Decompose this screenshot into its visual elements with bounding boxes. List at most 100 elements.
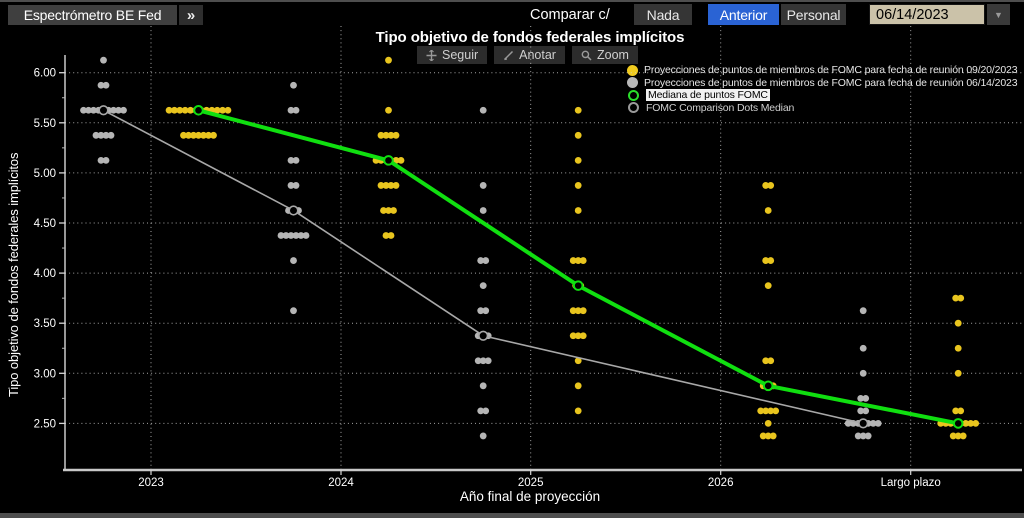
fomc-dot: [772, 407, 780, 415]
fomc-dot: [574, 257, 582, 264]
bottom-scrollbar-strip[interactable]: [0, 513, 1024, 518]
x-tick-label: Largo plazo: [881, 477, 941, 489]
fomc-dot: [292, 156, 300, 164]
fomc-dot: [857, 407, 865, 415]
fomc-dot: [767, 257, 775, 264]
fomc-dot: [377, 182, 385, 189]
fomc-dot: [952, 407, 960, 415]
fomc-dot: [479, 382, 487, 390]
magnifier-icon: [581, 50, 592, 61]
fomc-dot: [277, 232, 285, 239]
zoom-button[interactable]: Zoom: [571, 46, 638, 64]
annotate-button[interactable]: Anotar: [494, 46, 565, 64]
fomc-dot: [762, 407, 770, 415]
fomc-dot: [859, 369, 867, 377]
fomc-dot: [97, 81, 105, 89]
annotate-pencil-icon: [503, 50, 514, 61]
fomc-dot: [382, 232, 390, 239]
fomc-dot: [97, 131, 105, 139]
compare-option-nada[interactable]: Nada: [634, 4, 692, 25]
fomc-dot: [120, 106, 127, 114]
fomc-dot: [115, 106, 122, 114]
y-tick-label: 4.00: [34, 268, 56, 280]
fomc-dot: [574, 131, 582, 139]
fomc-dot: [767, 357, 775, 365]
fomc-dot: [574, 357, 582, 365]
fomc-dot: [477, 307, 485, 315]
fomc-dot: [387, 232, 395, 239]
gray-dot-icon: [627, 77, 638, 89]
fomc-dot: [479, 182, 487, 189]
median-open-circle: [858, 418, 869, 429]
median-open-circle: [288, 205, 299, 216]
fomc-dot: [377, 131, 385, 139]
fomc-dot: [380, 207, 387, 214]
fomc-dot: [482, 407, 490, 415]
legend-item-projections-0614[interactable]: Proyecciones de puntos de miembros de FO…: [627, 77, 1018, 90]
fomc-dot: [859, 432, 867, 440]
y-axis-title: Tipo objetivo de fondos federales implíc…: [6, 152, 21, 398]
legend-label: Proyecciones de puntos de miembros de FO…: [644, 64, 1018, 77]
fomc-dot: [764, 282, 772, 290]
fomc-dot: [479, 207, 487, 214]
compare-option-anterior[interactable]: Anterior: [708, 4, 779, 25]
chart-toolbar: Seguir Anotar Zoom: [417, 46, 638, 64]
fomc-dot: [764, 420, 772, 427]
fomc-dot: [479, 357, 487, 365]
compare-option-personal[interactable]: Personal: [781, 4, 846, 25]
legend-item-fomc-median[interactable]: Mediana de puntos FOMC: [627, 89, 1017, 102]
fomc-dot: [574, 382, 582, 390]
fomc-dot: [874, 420, 882, 427]
legend-label-highlighted: Mediana de puntos FOMC: [646, 89, 770, 102]
fomc-dot: [579, 257, 587, 264]
fomc-dot: [862, 407, 870, 415]
fomc-dot: [972, 420, 980, 427]
fomc-dot: [90, 106, 97, 114]
y-tick-label: 3.00: [34, 368, 56, 380]
fomc-dot: [100, 56, 107, 64]
chart-title: Tipo objetivo de fondos federales implíc…: [375, 29, 685, 46]
fomc-dot: [764, 207, 772, 214]
y-tick-label: 5.50: [34, 118, 56, 130]
fomc-dot: [292, 182, 300, 189]
fomc-dot: [102, 131, 110, 139]
fomc-dot: [569, 332, 577, 340]
fomc-dot: [287, 106, 295, 114]
fomc-dot: [210, 131, 217, 139]
fomc-dot: [484, 357, 492, 365]
date-dropdown-arrow-icon[interactable]: ▼: [987, 4, 1010, 25]
y-tick-label: 5.00: [34, 168, 56, 180]
expand-chevrons-icon[interactable]: »: [179, 5, 203, 25]
comparison-date-input[interactable]: 06/14/2023: [869, 4, 985, 25]
y-tick-label: 2.50: [34, 418, 56, 430]
x-tick-label: 2024: [328, 477, 354, 489]
fomc-dot: [397, 156, 405, 164]
fomc-dot: [479, 106, 487, 114]
legend-item-projections-0920[interactable]: Proyecciones de puntos de miembros de FO…: [627, 64, 1018, 77]
compare-with-label: Comparar c/: [530, 7, 610, 23]
fomc-dot: [107, 131, 115, 139]
fomc-dot: [474, 357, 482, 365]
fomc-dot: [80, 106, 87, 114]
fomc-dot: [854, 432, 862, 440]
top-bar: Espectrómetro BE Fed » Comparar c/ Nada …: [0, 0, 1024, 27]
fomc-dot: [764, 432, 772, 440]
fomc-dot: [176, 106, 184, 114]
fomc-dot: [102, 156, 110, 164]
tab-espectrometro-be-fed[interactable]: Espectrómetro BE Fed: [8, 5, 177, 25]
track-button[interactable]: Seguir: [417, 46, 488, 64]
zoom-button-label: Zoom: [596, 48, 629, 62]
median-open-circle: [952, 418, 964, 429]
green-ring-icon: [628, 89, 639, 101]
legend-item-comparison-median[interactable]: FOMC Comparison Dots Median: [627, 102, 1017, 115]
median-open-circle: [478, 330, 489, 341]
fomc-dot: [949, 432, 957, 440]
fomc-dot: [862, 394, 870, 402]
median-open-circle: [762, 380, 774, 392]
fomc-dot: [569, 307, 577, 315]
fomc-dot: [282, 232, 290, 239]
fomc-dot: [759, 432, 767, 440]
fomc-dot: [190, 131, 197, 139]
fomc-dot: [224, 106, 232, 114]
